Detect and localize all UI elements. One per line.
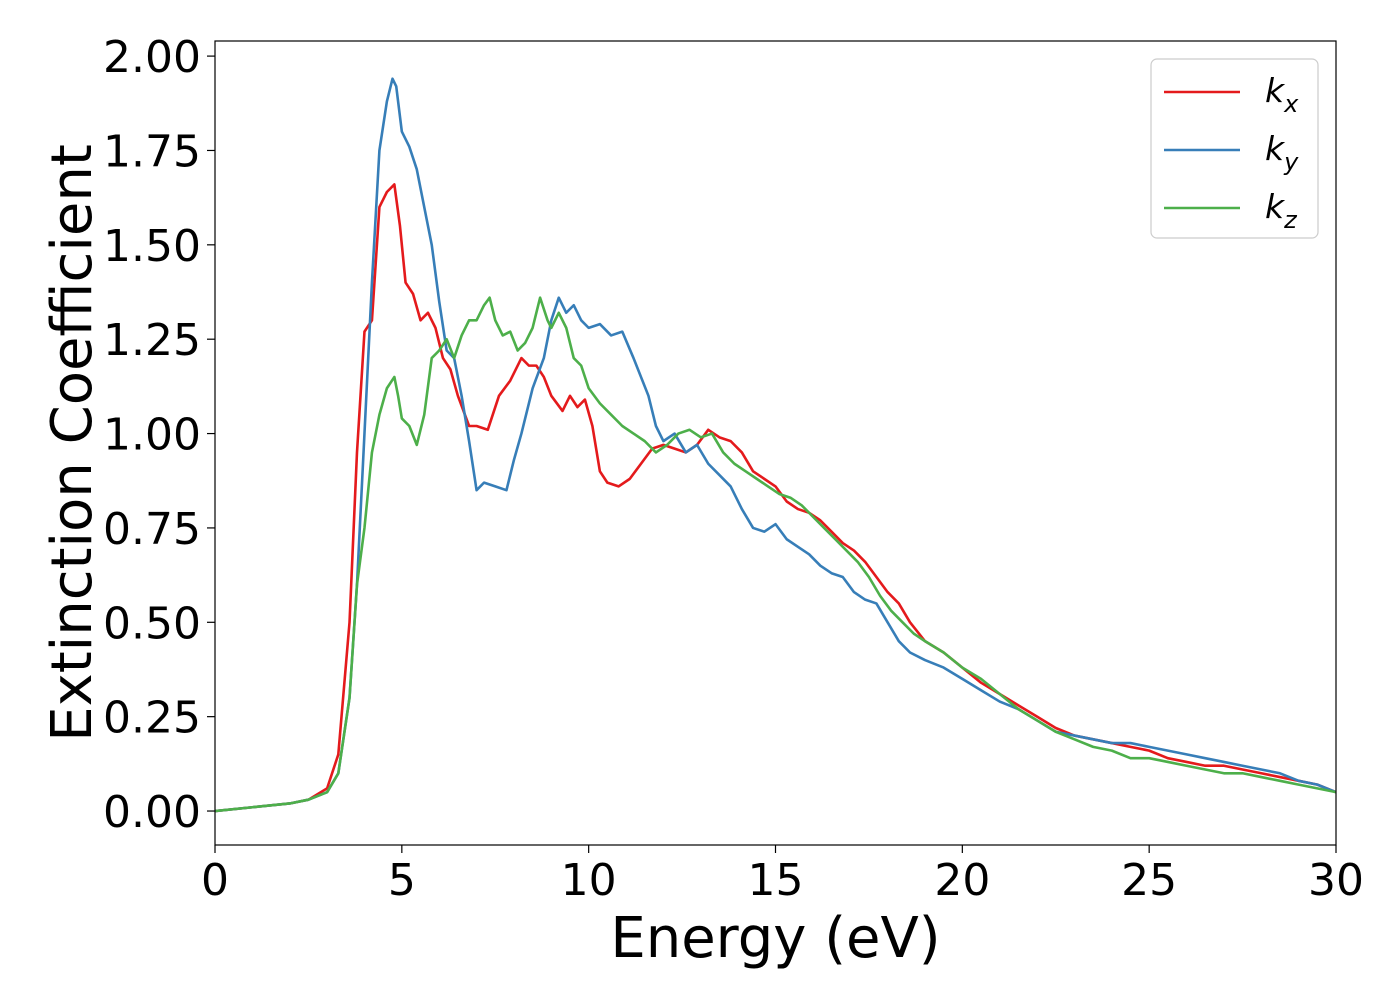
y-tick-label: 1.75 xyxy=(103,126,201,177)
series-line-kz xyxy=(215,296,1336,813)
series-layer xyxy=(215,77,1336,813)
legend-items: kx ky kz xyxy=(1164,71,1299,234)
y-tick-label: 0.25 xyxy=(103,693,201,744)
x-tick-label: 0 xyxy=(201,855,229,906)
legend-label-kx: kx xyxy=(1265,71,1299,118)
y-axis-label: Extinction Coefficient xyxy=(40,144,105,742)
y-tick-label: 0.50 xyxy=(103,598,201,649)
series-line-kx xyxy=(215,183,1336,813)
legend-label-kz: kz xyxy=(1265,187,1298,234)
legend: kx ky kz xyxy=(1150,58,1319,239)
y-tick-label: 0.00 xyxy=(103,787,201,838)
y-tick-label: 1.50 xyxy=(103,221,201,272)
x-axis-ticks: 0 5 10 15 20 25 30 xyxy=(201,845,1364,906)
y-tick-label: 1.00 xyxy=(103,410,201,461)
x-tick-label: 25 xyxy=(1121,855,1177,906)
legend-box xyxy=(1150,58,1319,239)
x-axis-label: Energy (eV) xyxy=(610,906,940,971)
legend-label-ky: ky xyxy=(1265,129,1299,176)
y-tick-label: 0.75 xyxy=(103,504,201,555)
y-tick-label: 1.25 xyxy=(103,315,201,366)
x-tick-label: 15 xyxy=(748,855,804,906)
x-tick-label: 30 xyxy=(1308,855,1364,906)
x-tick-label: 10 xyxy=(561,855,617,906)
y-axis-ticks: 0.00 0.25 0.50 0.75 1.00 1.25 1.50 1.75 2.00 xyxy=(103,32,215,838)
x-tick-label: 20 xyxy=(934,855,990,906)
x-tick-label: 5 xyxy=(388,855,416,906)
y-tick-label: 2.00 xyxy=(103,32,201,83)
